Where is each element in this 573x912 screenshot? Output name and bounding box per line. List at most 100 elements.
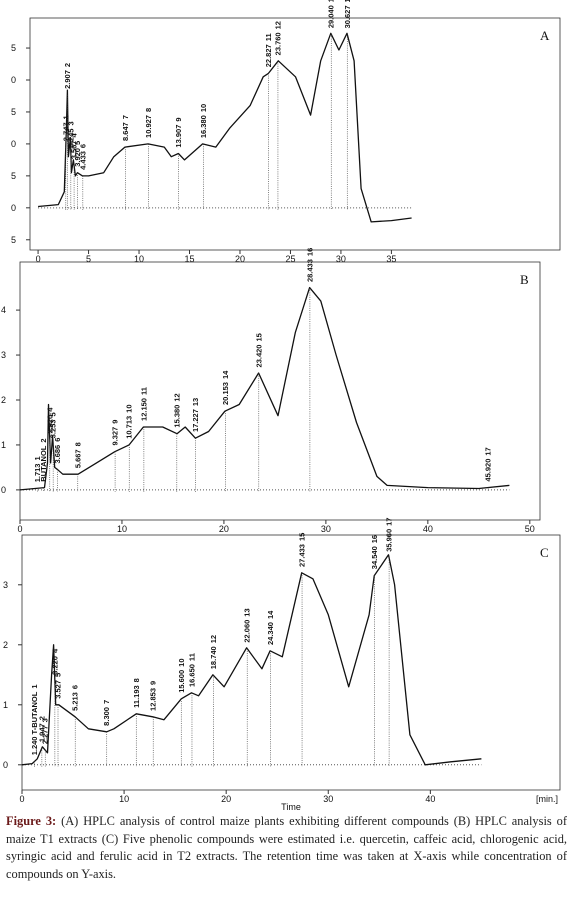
y-tick-label: 2 — [1, 395, 6, 405]
peak-time: 3.253 — [49, 420, 58, 439]
trace — [19, 286, 510, 491]
peak-number: 8 — [73, 442, 82, 446]
peak-time: 3.245 — [66, 129, 75, 148]
peak-number: 11 — [187, 653, 196, 661]
peak-number: 1 — [61, 115, 70, 119]
peak-label: 2.747 1 — [61, 115, 70, 141]
peak-number: 12 — [172, 393, 181, 401]
x-tick-label: 30 — [336, 254, 346, 264]
peak-label: 34.540 16 — [370, 535, 379, 569]
peak-label: 28.433 16 — [305, 248, 314, 282]
x-tick-label: 20 — [235, 254, 245, 264]
peak-time: 15.600 — [177, 670, 186, 693]
peak-number: 7 — [121, 115, 130, 119]
peak-time: 12.853 — [149, 688, 158, 711]
peak-time: 16.380 — [199, 115, 208, 138]
x-axis-label: Time — [281, 802, 301, 810]
peak-number: 15 — [298, 533, 307, 541]
peak-number: 12 — [209, 635, 218, 643]
peak-label: 3.220 4 — [50, 648, 59, 675]
peak-label: 3.253 5 — [49, 412, 58, 438]
x-tick-label: 35 — [386, 254, 396, 264]
y-tick-label: 3 — [3, 580, 8, 590]
caption-lead: Figure 3: — [6, 814, 57, 828]
peak-number: 6 — [71, 685, 80, 689]
peak-time: 3.567 — [70, 140, 79, 159]
x-tick-label: 10 — [119, 794, 129, 804]
peak-number: 11 — [139, 387, 148, 395]
peak-label: 2.920 4 — [45, 407, 54, 434]
x-axis-unit: [min.] — [536, 794, 558, 804]
peak-time: 3.920 — [73, 148, 82, 167]
peak-time: 11.193 — [132, 685, 141, 708]
peak-number: 17 — [484, 447, 493, 455]
peak-number: 4 — [45, 407, 54, 412]
peak-label: 24.340 14 — [266, 610, 275, 645]
x-tick-label: 25 — [285, 254, 295, 264]
x-tick-label: 0 — [17, 524, 22, 534]
peak-number: 8 — [132, 678, 141, 682]
peak-time: 1.240 T-BUTANOL — [30, 691, 39, 755]
peak-number: 13 — [243, 608, 252, 616]
peak-time: 22.827 — [264, 44, 273, 67]
peak-time: 2.747 — [61, 122, 70, 141]
x-tick-label: 15 — [184, 254, 194, 264]
peak-number: 1 — [33, 456, 42, 460]
peak-time: 27.433 — [298, 544, 307, 567]
peak-time: 9.327 — [111, 427, 120, 446]
peak-label: 15.380 12 — [172, 393, 181, 427]
peak-number: 9 — [174, 117, 183, 121]
x-tick-label: 10 — [134, 254, 144, 264]
x-tick-label: 30 — [323, 794, 333, 804]
peak-label: 16.380 10 — [199, 104, 208, 138]
peak-label: 9.327 9 — [111, 420, 120, 446]
peak-time: 45.920 — [484, 459, 493, 482]
panel-label: A — [540, 28, 550, 43]
peak-label: 5.213 6 — [71, 685, 80, 711]
peak-number: 7 — [102, 700, 111, 704]
peak-number: 17 — [385, 518, 394, 526]
peak-label: 16.650 11 — [187, 653, 196, 687]
peak-label: 35.960 17 — [385, 518, 394, 552]
peak-label: 30.627 14 — [343, 0, 352, 28]
peak-time: 2.277 — [41, 725, 50, 744]
x-tick-label: 20 — [219, 524, 229, 534]
peak-label: 8.647 7 — [121, 115, 130, 141]
peak-label: 12.150 11 — [139, 387, 148, 421]
peak-label: 1.947 2 — [37, 716, 46, 742]
peak-time: 30.627 — [343, 5, 352, 28]
peak-time: 8.647 — [121, 122, 130, 141]
peak-number: 9 — [149, 681, 158, 685]
y-tick-label: 5 — [11, 107, 16, 117]
peak-label: 5.667 8 — [73, 442, 82, 468]
peak-time: 18.740 — [209, 646, 218, 669]
peak-number: 4 — [70, 132, 79, 137]
peak-label: 1.713 1 — [33, 456, 42, 482]
y-tick-label: 0 — [3, 760, 8, 770]
x-tick-label: 10 — [117, 524, 127, 534]
peak-number: 6 — [53, 438, 62, 442]
y-tick-label: 4 — [1, 305, 6, 315]
peak-number: 1 — [30, 684, 39, 688]
peak-time: 2.907 — [63, 70, 72, 89]
peak-label: 22.827 11 — [264, 33, 273, 67]
x-tick-label: 50 — [525, 524, 535, 534]
peak-number: 13 — [327, 0, 336, 2]
peak-label: 2.907 2 — [63, 63, 72, 89]
peak-time: 17.227 — [191, 409, 200, 432]
peak-number: 12 — [273, 21, 282, 29]
peak-label: 4.433 6 — [78, 144, 87, 170]
peak-number: 5 — [54, 673, 63, 677]
y-tick-label: 1 — [3, 700, 8, 710]
peak-number: 2 — [37, 716, 46, 720]
peak-time: 3.686 — [53, 445, 62, 464]
peak-time: 28.433 — [305, 259, 314, 282]
peak-label: 3.527 5 — [54, 673, 63, 699]
peak-number: 11 — [264, 33, 273, 41]
y-tick-label: 1 — [1, 440, 6, 450]
peak-number: 10 — [177, 659, 186, 667]
peak-number: 3 — [66, 121, 75, 125]
x-tick-label: 20 — [221, 794, 231, 804]
peak-number: 10 — [199, 104, 208, 112]
peak-time: 23.420 — [254, 345, 263, 368]
